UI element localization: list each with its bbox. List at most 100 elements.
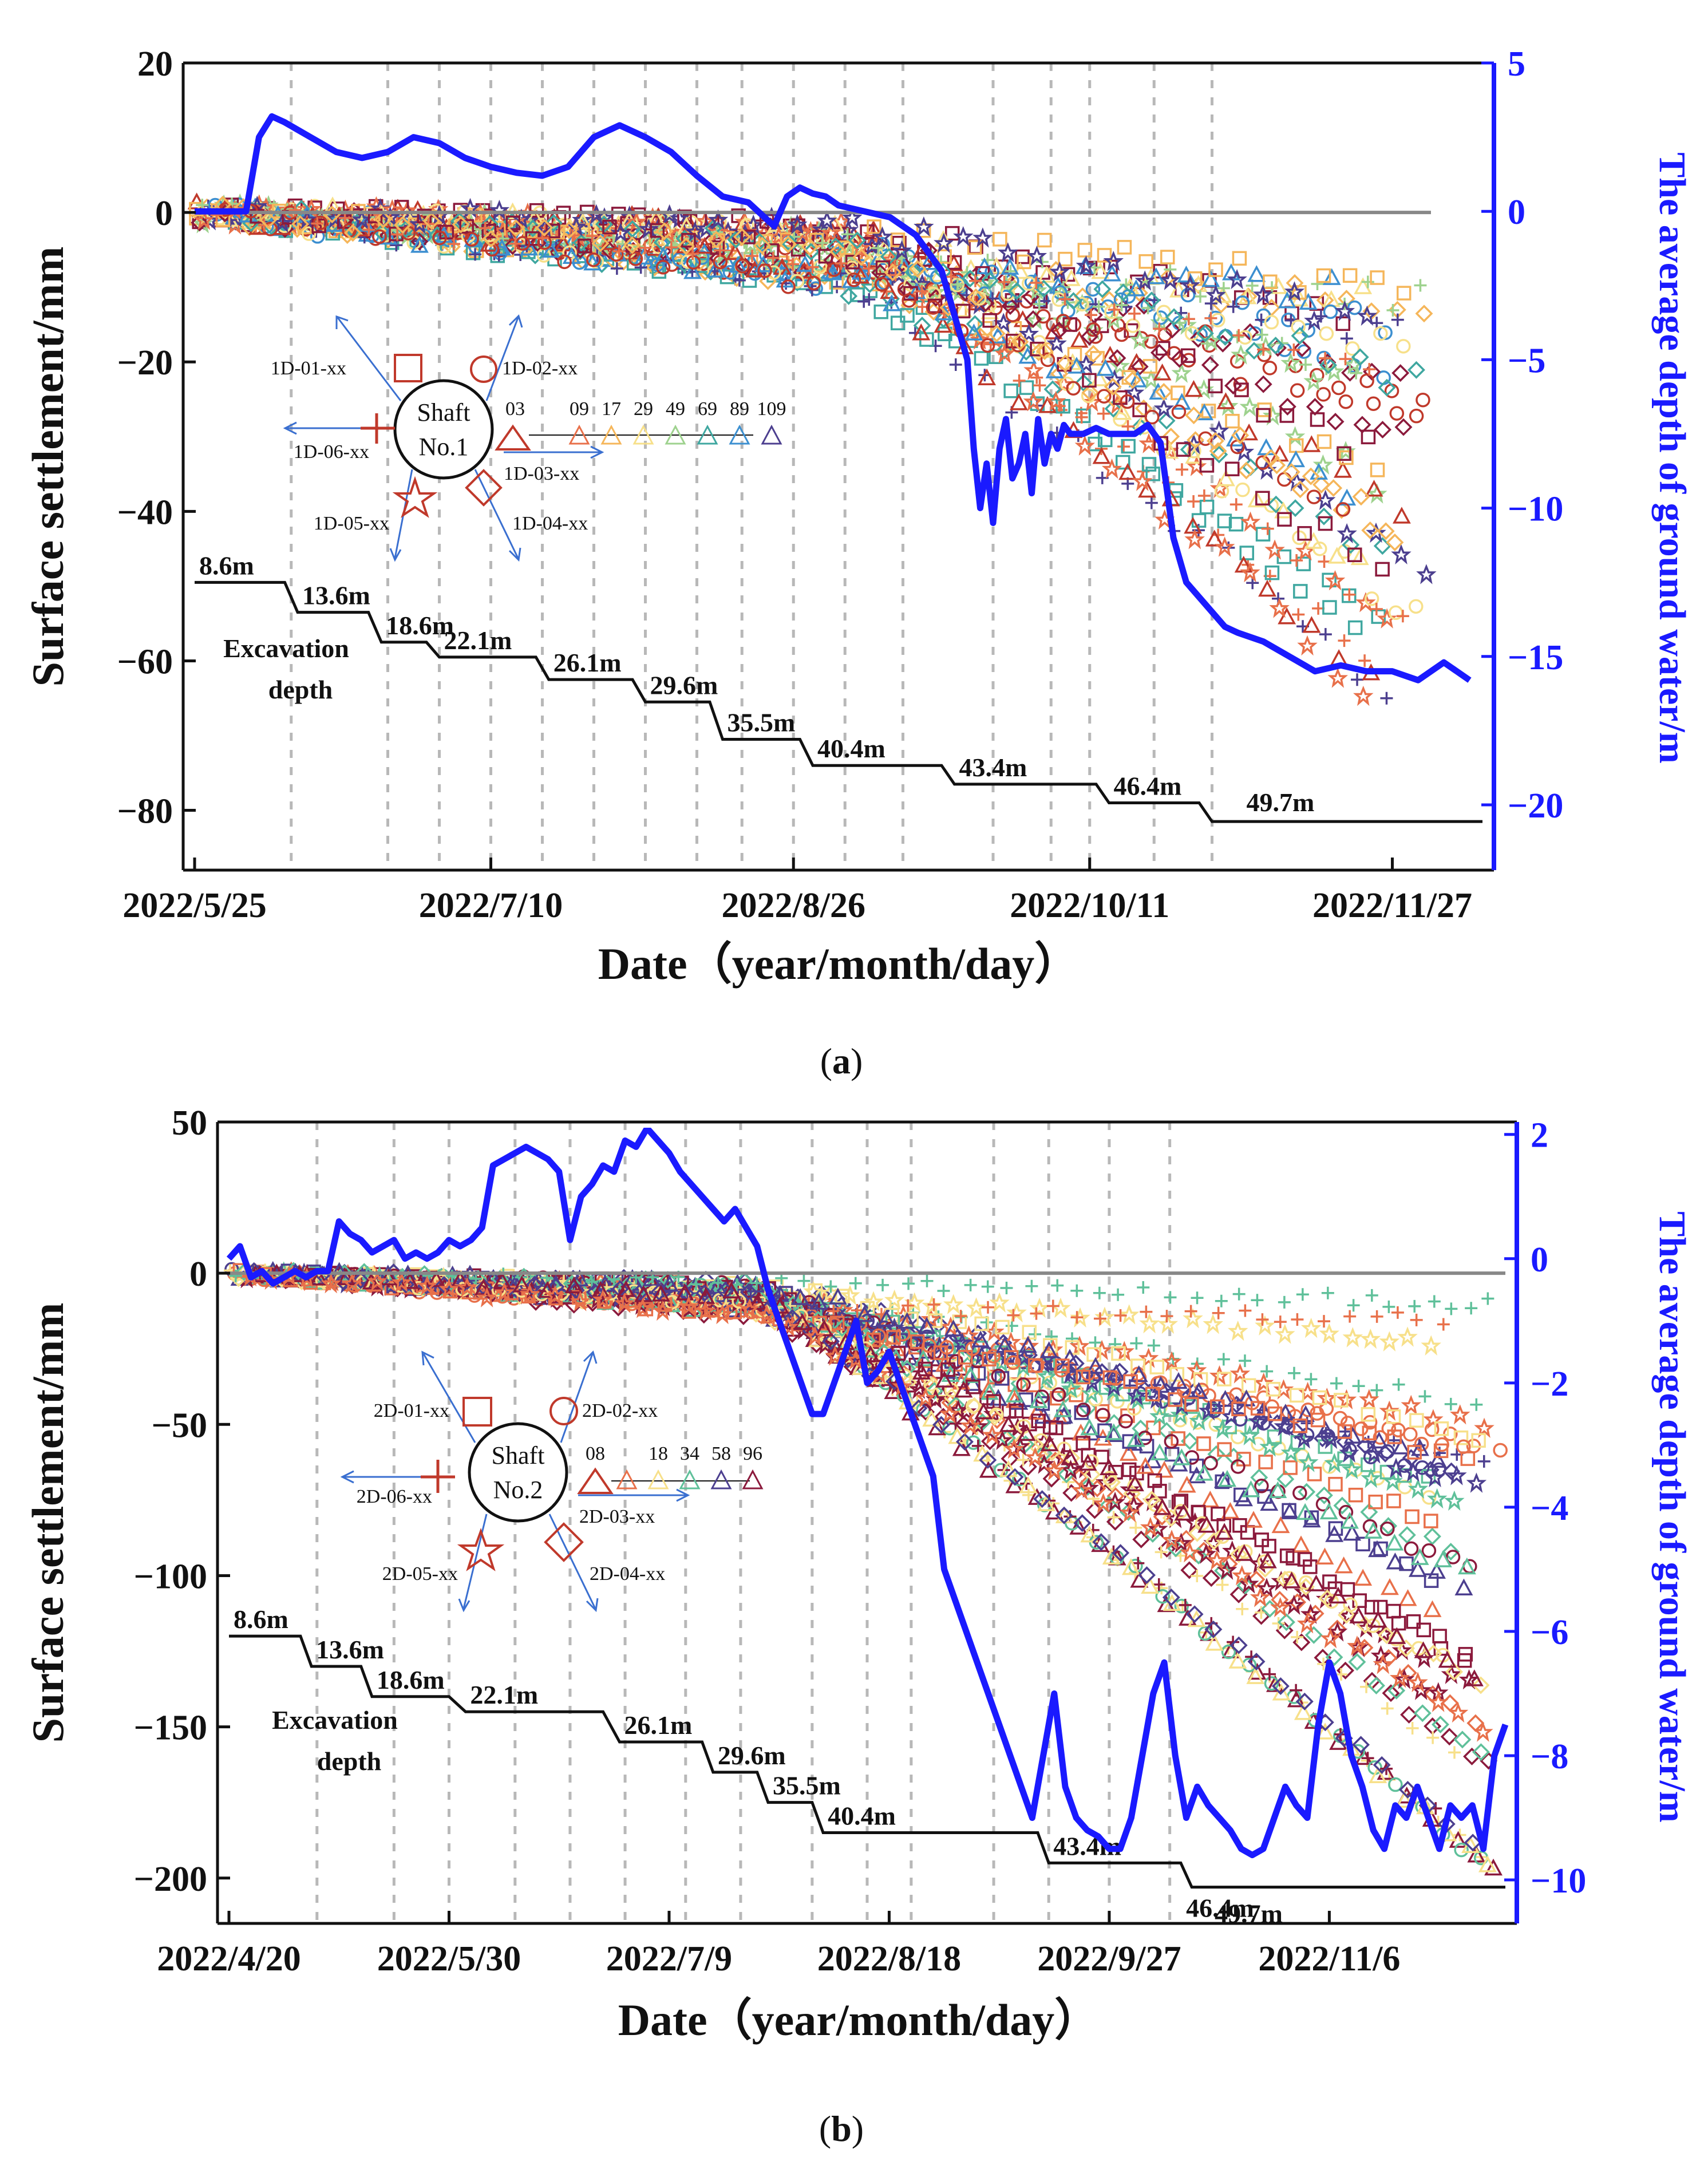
- data-point: [1080, 327, 1098, 346]
- data-point: [964, 1278, 977, 1291]
- data-point: [1329, 1586, 1347, 1604]
- data-point: [1092, 1340, 1112, 1361]
- data-point: [1310, 412, 1325, 427]
- data-point: [1421, 1335, 1441, 1356]
- data-point: [1338, 1504, 1354, 1520]
- data-point: [1003, 1438, 1025, 1459]
- distance-marker: [710, 1469, 732, 1490]
- data-point: [638, 241, 651, 254]
- y-tick-label: −200: [134, 1860, 207, 1899]
- data-point: [1361, 275, 1374, 289]
- excavation-depth-label: 18.6m: [386, 611, 454, 640]
- data-point: [1443, 1427, 1458, 1441]
- data-point: [1397, 1326, 1418, 1347]
- data-point: [1018, 1335, 1039, 1356]
- data-point: [1286, 499, 1304, 517]
- data-point: [1094, 318, 1109, 333]
- data-point: [1409, 599, 1424, 614]
- data-point: [1172, 1448, 1191, 1465]
- data-point: [1115, 299, 1128, 312]
- data-point: [1373, 1599, 1388, 1615]
- data-point: [1370, 1645, 1391, 1666]
- data-point: [334, 1272, 353, 1290]
- data-point: [1184, 529, 1205, 550]
- data-point: [1040, 352, 1055, 368]
- data-point: [1362, 1425, 1377, 1441]
- data-point: [1235, 295, 1250, 310]
- data-point: [1357, 305, 1378, 326]
- data-point: [193, 210, 215, 230]
- data-point: [757, 263, 772, 278]
- data-point: [1470, 1398, 1483, 1411]
- data-point: [1387, 1429, 1402, 1444]
- data-point: [469, 248, 482, 261]
- data-point: [1290, 383, 1305, 398]
- data-point: [1132, 1556, 1145, 1570]
- data-point: [1128, 1558, 1143, 1574]
- data-point: [1341, 1512, 1359, 1529]
- data-point: [1287, 1366, 1300, 1380]
- data-point: [1074, 297, 1089, 312]
- data-point: [1114, 283, 1132, 302]
- data-point: [1093, 280, 1112, 298]
- data-point: [986, 1394, 1001, 1409]
- data-point: [1270, 1597, 1291, 1618]
- data-point: [1416, 564, 1437, 584]
- legend-2d-02: 2D-02-xx: [582, 1400, 658, 1421]
- data-point: [914, 1349, 932, 1366]
- data-point: [1035, 342, 1054, 360]
- data-point: [1037, 232, 1052, 248]
- data-point: [1097, 407, 1110, 420]
- data-point: [1204, 1620, 1223, 1638]
- data-point: [1189, 1410, 1209, 1431]
- data-point: [1172, 393, 1191, 410]
- data-point: [1157, 412, 1176, 430]
- data-point: [459, 219, 474, 234]
- data-point: [1341, 1459, 1362, 1479]
- data-point: [1378, 378, 1396, 397]
- data-point: [940, 1362, 956, 1377]
- data-point: [979, 1461, 998, 1478]
- data-point: [1264, 565, 1280, 580]
- data-point: [1160, 1310, 1173, 1323]
- distance-label: 109: [757, 398, 786, 420]
- data-point: [1124, 1495, 1144, 1516]
- data-point: [1121, 1462, 1137, 1477]
- y-tick-label: 0: [155, 194, 173, 233]
- data-point: [1254, 1479, 1269, 1494]
- data-point: [1105, 1491, 1125, 1512]
- data-point: [1337, 446, 1351, 461]
- data-point: [1134, 270, 1155, 291]
- data-point: [1104, 305, 1119, 319]
- data-point: [1312, 454, 1334, 475]
- data-point: [891, 240, 912, 260]
- data-point: [1215, 1523, 1234, 1540]
- data-point: [1001, 297, 1019, 315]
- data-point: [1340, 332, 1353, 345]
- data-point: [1336, 1433, 1354, 1451]
- data-point: [1070, 331, 1089, 348]
- data-point: [873, 304, 889, 319]
- data-point: [1347, 1635, 1367, 1656]
- data-point: [1472, 1743, 1490, 1761]
- data-point: [1001, 258, 1019, 275]
- data-point: [1149, 382, 1168, 400]
- data-point: [1347, 1299, 1360, 1312]
- data-point: [655, 222, 674, 240]
- data-point: [686, 1277, 705, 1294]
- data-point: [1239, 1573, 1259, 1594]
- data-point: [926, 300, 941, 315]
- data-point: [1326, 413, 1345, 431]
- data-point: [1247, 1653, 1266, 1671]
- y-axis-label: Surface settlement/mm: [23, 247, 73, 687]
- data-point: [1004, 1350, 1019, 1365]
- data-point: [410, 236, 429, 253]
- data-point: [670, 1281, 683, 1294]
- distance-markers: 08 18 34 58 96: [586, 1443, 764, 1490]
- data-point: [1023, 359, 1044, 380]
- data-point: [367, 208, 383, 224]
- data-point: [1146, 1388, 1167, 1409]
- data-point: [1138, 480, 1156, 498]
- data-point: [953, 226, 974, 247]
- data-point: [1264, 1676, 1279, 1691]
